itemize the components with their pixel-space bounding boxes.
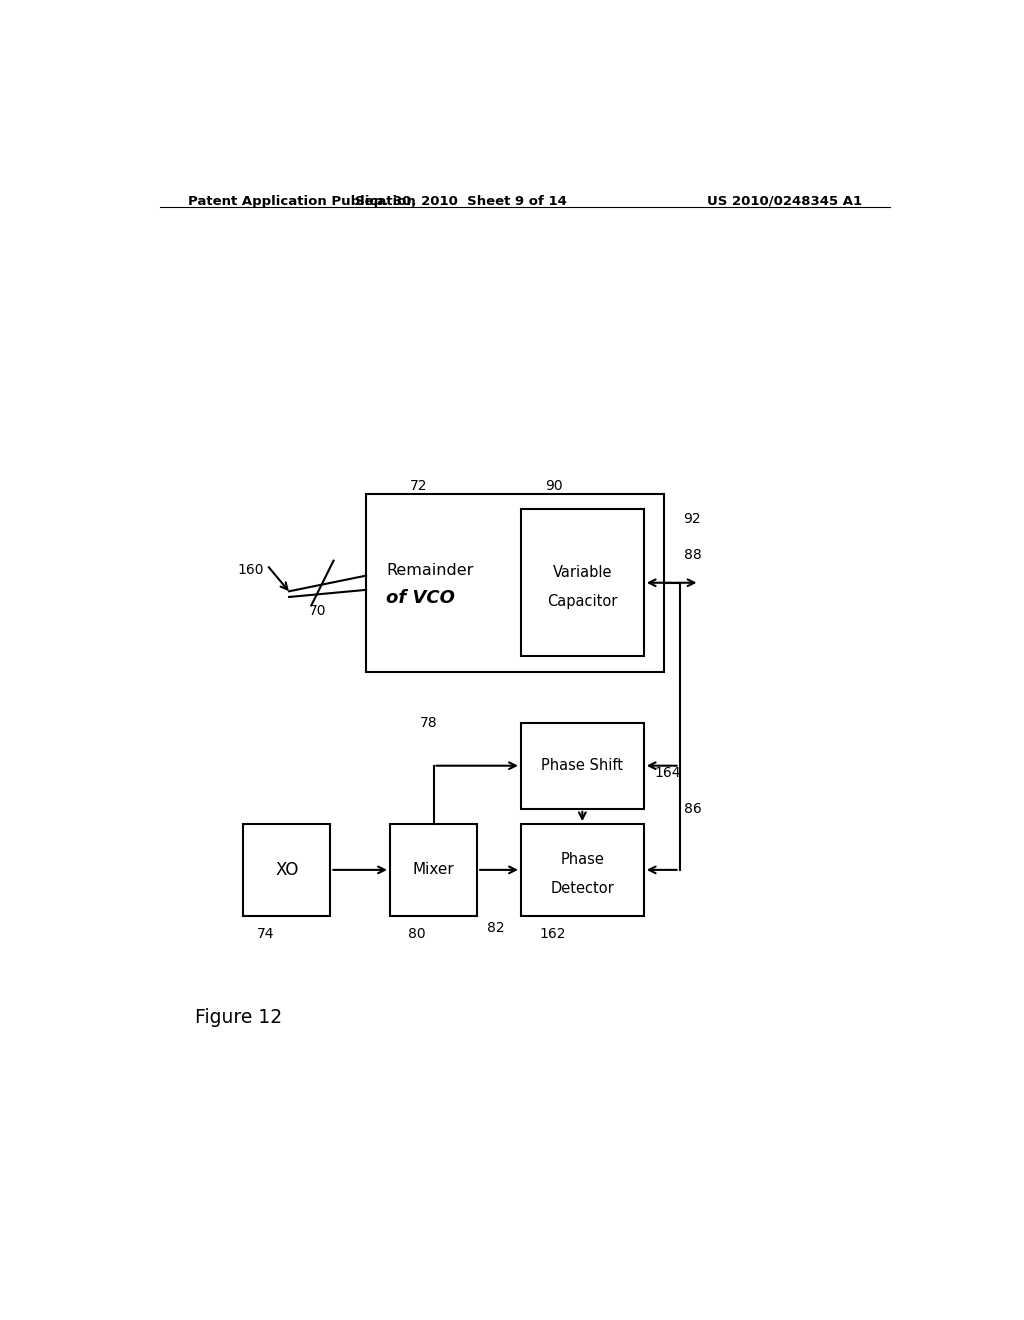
Text: 86: 86 — [684, 801, 701, 816]
Text: Sep. 30, 2010  Sheet 9 of 14: Sep. 30, 2010 Sheet 9 of 14 — [355, 195, 567, 209]
Text: Remainder: Remainder — [386, 564, 473, 578]
Text: Patent Application Publication: Patent Application Publication — [187, 195, 416, 209]
Text: Variable: Variable — [553, 565, 612, 579]
Bar — [367, 494, 664, 672]
Bar — [521, 722, 644, 809]
Text: 88: 88 — [684, 548, 701, 562]
Text: Figure 12: Figure 12 — [196, 1007, 283, 1027]
Text: 82: 82 — [486, 921, 505, 935]
Text: XO: XO — [275, 861, 298, 879]
Text: 90: 90 — [545, 479, 562, 492]
Text: 70: 70 — [309, 603, 327, 618]
Bar — [521, 824, 644, 916]
Text: Phase Shift: Phase Shift — [542, 758, 624, 774]
Bar — [390, 824, 477, 916]
Text: 72: 72 — [410, 479, 427, 492]
Text: 164: 164 — [654, 767, 681, 780]
Text: of VCO: of VCO — [386, 589, 455, 607]
Text: Mixer: Mixer — [413, 862, 455, 878]
Text: Phase: Phase — [560, 853, 604, 867]
Text: 78: 78 — [420, 715, 437, 730]
Bar — [521, 510, 644, 656]
Text: US 2010/0248345 A1: US 2010/0248345 A1 — [707, 195, 862, 209]
Text: Capacitor: Capacitor — [547, 594, 617, 609]
Text: 92: 92 — [684, 512, 701, 527]
Bar — [243, 824, 331, 916]
Text: Detector: Detector — [551, 880, 614, 896]
Text: 74: 74 — [257, 927, 274, 941]
Text: 162: 162 — [539, 927, 565, 941]
Text: 160: 160 — [238, 564, 264, 577]
Text: 80: 80 — [409, 927, 426, 941]
